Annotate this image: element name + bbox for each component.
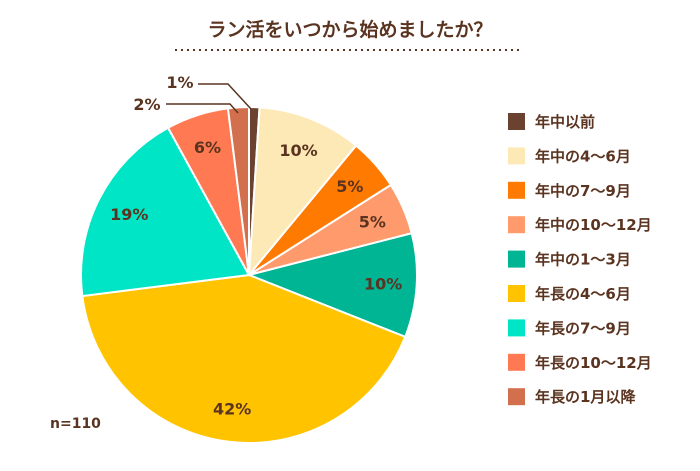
- slice-label: 10%: [364, 274, 402, 293]
- legend-label: 年長の10〜12月: [535, 354, 652, 372]
- legend-label: 年中の10〜12月: [535, 216, 652, 234]
- legend-label: 年中の4〜6月: [535, 147, 631, 165]
- leader-line-2pct: [166, 103, 239, 114]
- leader-line-1pct: [198, 83, 252, 110]
- legend-swatch: [508, 353, 525, 371]
- legend-swatch: [508, 147, 525, 165]
- legend-label: 年長の1月以降: [535, 388, 636, 406]
- slice-label: 5%: [359, 213, 386, 232]
- legend-label: 年中の7〜9月: [535, 182, 631, 200]
- legend-swatch: [508, 319, 525, 337]
- legend-swatch: [508, 181, 525, 199]
- slice-label: 10%: [279, 141, 317, 160]
- legend-swatch: [508, 113, 525, 130]
- legend-label: 年中の1〜3月: [535, 251, 631, 269]
- chart-title: ラン活をいつから始めましたか？: [207, 18, 492, 41]
- slice-label: 19%: [110, 205, 148, 224]
- pie-slice: [245, 232, 418, 339]
- pie-slice: [247, 106, 358, 279]
- legend-label: 年中以前: [535, 113, 595, 131]
- legend-label: 年長の7〜9月: [535, 319, 631, 337]
- pie-slice: [81, 273, 407, 444]
- pie-slice: [80, 126, 251, 298]
- slice-label: 5%: [336, 177, 363, 196]
- legend-label: 年長の4〜6月: [535, 285, 631, 303]
- legend-swatch: [508, 216, 525, 234]
- slice-label: 1%: [166, 73, 193, 92]
- slice-label: 42%: [213, 399, 251, 418]
- legend-swatch: [508, 285, 525, 302]
- sample-size-note: n=110: [50, 416, 101, 432]
- slice-label: 2%: [133, 95, 160, 114]
- legend-swatch: [508, 250, 525, 268]
- slice-label: 6%: [194, 138, 221, 157]
- legend-swatch: [508, 388, 525, 406]
